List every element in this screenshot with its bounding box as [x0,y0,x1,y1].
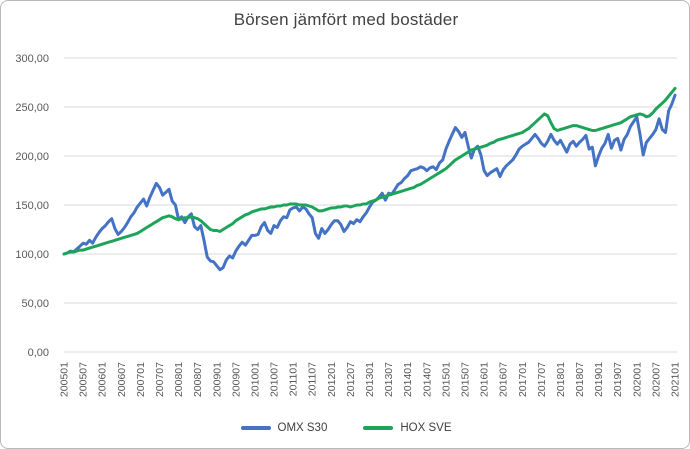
x-tick-label: 200501 [59,362,71,397]
x-tick-label: 201707 [536,362,548,397]
x-tick-label: 200701 [135,362,147,397]
x-tick-label: 201607 [498,362,510,397]
x-tick-label: 202101 [670,362,682,397]
x-tick-label: 200707 [154,362,166,397]
legend: OMX S30 HOX SVE [1,417,689,439]
y-tick-label: 0,00 [28,347,49,359]
x-tick-label: 201001 [249,362,261,397]
x-tick-label: 200901 [211,362,223,397]
x-tick-label: 201907 [612,362,624,397]
x-tick-label: 200807 [192,362,204,397]
x-tick-label: 201807 [574,362,586,397]
x-tick-label: 200801 [173,362,185,397]
y-tick-label: 200,00 [15,151,49,163]
hox-sve-line [62,86,677,256]
x-tick-label: 201301 [364,362,376,397]
x-tick-label: 201501 [440,362,452,397]
omx-s30-line [62,93,677,272]
legend-label-omx: OMX S30 [277,422,328,434]
hox-line-swatch-icon [363,426,394,430]
chart-title: Börsen jämfört med bostäder [233,10,459,29]
x-tick-label: 201407 [421,362,433,397]
x-tick-label: 201507 [459,362,471,397]
y-tick-label: 100,00 [15,249,49,261]
legend-label-hox: HOX SVE [400,422,452,434]
x-tick-label: 201107 [307,362,319,396]
y-tick-label: 250,00 [15,102,49,114]
x-tick-label: 201201 [326,362,338,397]
x-tick-label: 200507 [78,362,90,397]
legend-item-omx: OMX S30 [240,422,328,434]
y-tick-label: 50,00 [21,298,49,310]
x-tick-label: 201207 [345,362,357,397]
omx-line-swatch-icon [240,426,271,430]
x-tick-label: 200907 [230,362,242,397]
x-tick-label: 201307 [383,362,395,397]
x-tick-label: 201701 [517,362,529,397]
y-tick-label: 150,00 [15,200,49,212]
x-tick-label: 201401 [402,362,414,397]
x-tick-label: 201901 [593,362,605,397]
legend-item-hox: HOX SVE [363,422,452,434]
y-tick-label: 300,00 [15,53,49,65]
x-tick-label: 201101 [288,362,300,396]
x-tick-label: 200601 [97,362,109,397]
x-tick-label: 202001 [631,362,643,397]
x-tick-label: 202007 [650,362,662,397]
x-tick-label: 201601 [479,362,491,397]
x-tick-label: 200607 [116,362,128,397]
x-tick-label: 201007 [269,362,281,397]
x-tick-label: 201801 [555,362,567,397]
